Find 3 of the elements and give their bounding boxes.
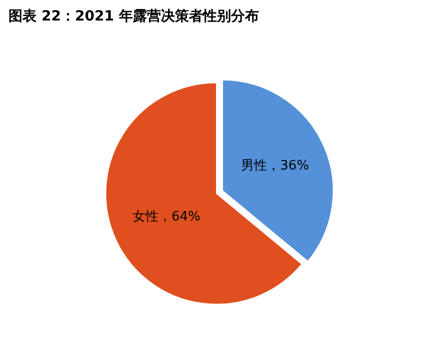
slice-label: 女性，64% (132, 210, 200, 225)
slice-label: 男性，36% (241, 158, 310, 174)
chart-title: 图表 22：2021 年露营决策者性别分布 (8, 8, 259, 25)
